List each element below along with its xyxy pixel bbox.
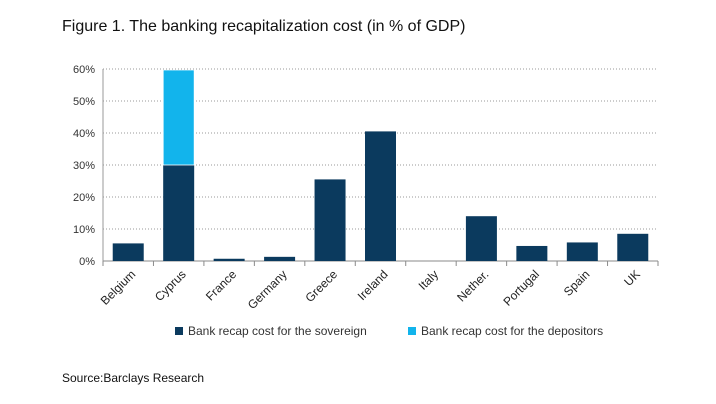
legend-label: Bank recap cost for the sovereign	[188, 324, 367, 338]
bar-spain-series-1	[566, 242, 598, 261]
bar-greece-series-1	[314, 179, 346, 261]
source-note: Source:Barclays Research	[62, 371, 205, 385]
x-category-label: Spain	[561, 267, 593, 299]
bars	[112, 69, 649, 261]
y-axis-ticks: 0% 10% 20% 30% 40% 50% 60%	[73, 64, 95, 268]
x-category-label: Nether.	[454, 267, 491, 304]
y-tick-label: 20%	[73, 192, 95, 204]
legend-swatch	[175, 327, 183, 335]
bar-portugal-series-1	[516, 245, 548, 261]
x-category-label: Portugal	[500, 267, 542, 309]
legend: Bank recap cost for the sovereign Bank re…	[175, 324, 603, 338]
bar-cyprus-series-2	[162, 69, 195, 166]
x-category-label: Greece	[302, 267, 340, 305]
bar-uk-series-1	[617, 233, 649, 261]
y-tick-label: 0%	[79, 256, 95, 268]
figure-title: Figure 1. The banking recapitalization c…	[62, 18, 466, 35]
y-tick-label: 40%	[73, 128, 95, 140]
bar-cyprus-series-1	[163, 165, 195, 261]
x-category-label: Belgium	[98, 267, 139, 308]
x-category-label: Ireland	[355, 267, 391, 303]
y-tick-label: 30%	[73, 160, 95, 172]
x-category-label: Italy	[416, 267, 441, 292]
x-category-label: Germany	[245, 267, 290, 312]
legend-label: Bank recap cost for the depositors	[421, 324, 603, 338]
bar-germany-series-1	[264, 256, 296, 261]
legend-swatch	[408, 327, 416, 335]
bar-belgium-series-1	[112, 243, 144, 261]
x-category-label: France	[203, 267, 240, 304]
bar-france-series-1	[213, 258, 245, 261]
x-category-label: Cyprus	[152, 267, 189, 304]
x-category-label: UK	[621, 267, 643, 289]
y-tick-label: 60%	[73, 64, 95, 76]
bar-nether-series-1	[465, 216, 497, 261]
x-axis-category-labels: Belgium Cyprus France Germany Greece Ireland I…	[98, 267, 643, 312]
y-tick-label: 10%	[73, 224, 95, 236]
y-tick-label: 50%	[73, 96, 95, 108]
bar-ireland-series-1	[365, 131, 396, 261]
